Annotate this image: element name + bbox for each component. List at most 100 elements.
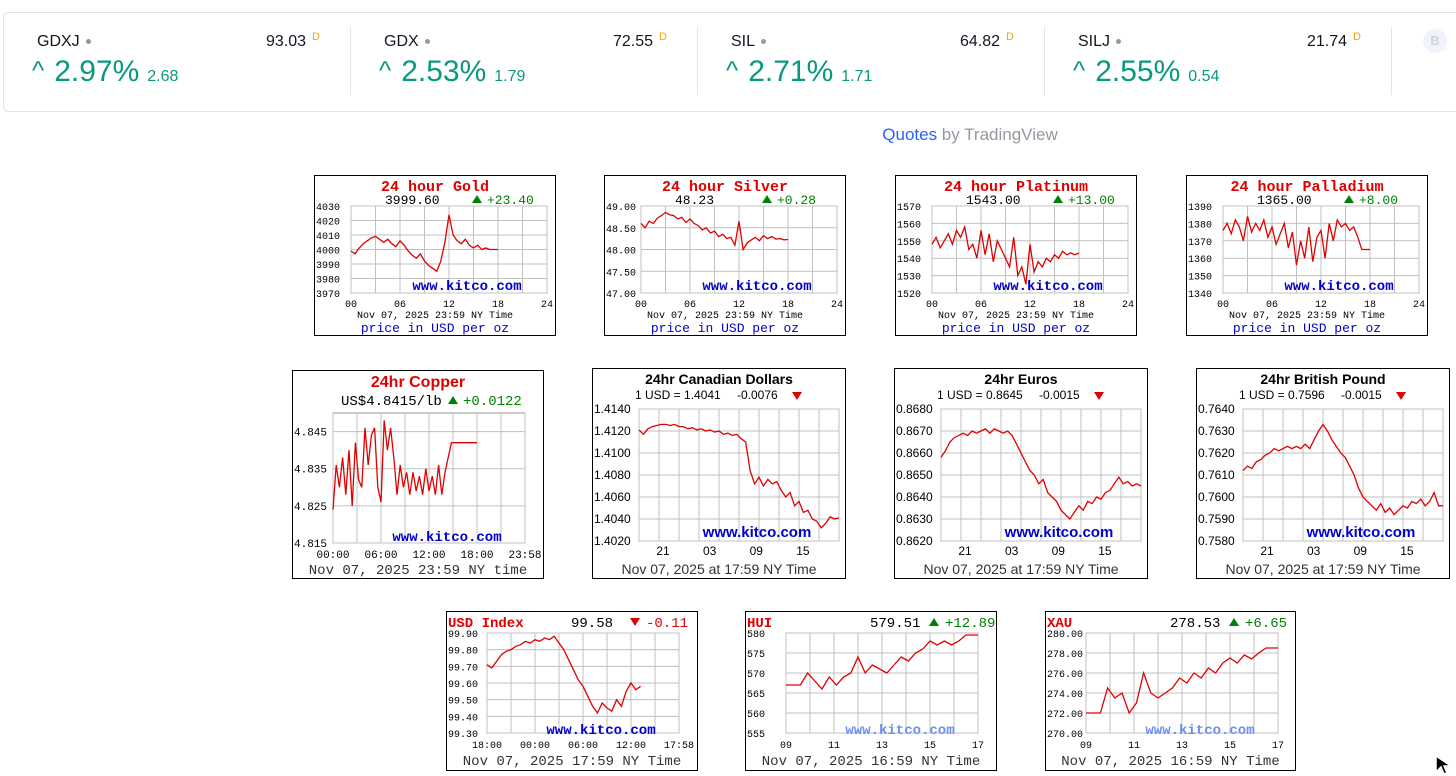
x-tick-label: 00 bbox=[926, 300, 938, 311]
tradingview-avatar-icon[interactable]: B bbox=[1423, 29, 1447, 53]
platinum-chart[interactable]: 24 hour Platinum 1543.00 +13.00 1570 1560 155… bbox=[895, 175, 1137, 336]
y-tick-label: 99.90 bbox=[448, 630, 478, 641]
ticker-sil[interactable]: SIL 64.82 D ^ 2.71% 1.71 bbox=[698, 13, 1045, 111]
copper-chart[interactable]: 24hr Copper US$4.8415/lb +0.0122 4.845 4.835… bbox=[292, 370, 544, 579]
kitco-watermark: www.kitco.com bbox=[1284, 279, 1393, 295]
y-tick-label: 47.50 bbox=[606, 268, 636, 279]
y-tick-label: 565 bbox=[747, 690, 765, 701]
eur-chart[interactable]: 24hr Euros 1 USD = 0.8645 -0.0015 0.8680 0.8… bbox=[894, 368, 1148, 579]
ticker-price: 93.03 bbox=[265, 33, 306, 50]
chart-timestamp: Nov 07, 2025 23:59 NY Time bbox=[938, 310, 1094, 322]
status-dot-icon bbox=[85, 39, 91, 45]
chart-price: 1 USD = 0.8645 bbox=[937, 388, 1023, 402]
series-line bbox=[640, 211, 789, 252]
palladium-chart[interactable]: 24 hour Palladium 1365.00 +8.00 1390 1380 137… bbox=[1186, 175, 1428, 336]
chart-title: 24 hour Palladium bbox=[1230, 179, 1383, 196]
y-tick-label: 1380 bbox=[1188, 220, 1212, 231]
x-tick-label: 18:00 bbox=[472, 741, 502, 752]
x-tick-label: 13 bbox=[876, 741, 888, 752]
ticker-gdxj[interactable]: GDXJ 93.03 D ^ 2.97% 2.68 bbox=[4, 13, 351, 111]
divider bbox=[1044, 27, 1045, 95]
triangle-up-icon bbox=[929, 618, 939, 626]
y-tick-label: 274.00 bbox=[1047, 690, 1083, 701]
chart-title: 24hr Canadian Dollars bbox=[645, 371, 793, 387]
x-tick-label: 00 bbox=[635, 300, 647, 311]
y-tick-label: 99.70 bbox=[448, 663, 478, 674]
chart-svg: USD Index 99.58 -0.11 99.90 99.80 99.70 99.60 9… bbox=[448, 616, 694, 770]
ticker-silj[interactable]: SILJ 21.74 D ^ 2.55% 0.54 bbox=[1045, 13, 1392, 111]
chart-timestamp: Nov 07, 2025 16:59 NY Time bbox=[1061, 754, 1279, 770]
ticker-symbol: SILJ bbox=[1078, 33, 1122, 51]
triangle-up-icon bbox=[1344, 195, 1354, 203]
usd-index-chart[interactable]: USD Index 99.58 -0.11 99.90 99.80 99.70 99.60 9… bbox=[446, 611, 698, 771]
ticker-price: 21.74 bbox=[1306, 33, 1347, 50]
x-tick-label: 24 bbox=[1122, 300, 1134, 311]
x-tick-label: 03 bbox=[703, 544, 717, 558]
ticker-symbol: GDXJ bbox=[37, 33, 91, 51]
y-tick-label: 0.8630 bbox=[896, 512, 933, 526]
gbp-chart[interactable]: 24hr British Pound 1 USD = 0.7596 -0.0015 0… bbox=[1196, 368, 1450, 579]
chart-change: +8.00 bbox=[1359, 193, 1398, 208]
silver-chart[interactable]: 24 hour Silver 48.23 +0.28 49.00 48.50 48.00 4… bbox=[604, 175, 846, 336]
chart-title: USD Index bbox=[448, 616, 524, 632]
x-tick-label: 21 bbox=[958, 544, 972, 558]
y-tick-label: 1370 bbox=[1188, 238, 1212, 249]
kitco-watermark: www.kitco.com bbox=[993, 279, 1102, 295]
y-tick-label: 4.835 bbox=[294, 465, 327, 477]
x-tick-label: 17:58 bbox=[664, 741, 694, 752]
chart-change: +23.40 bbox=[487, 193, 534, 208]
x-tick-label: 12:00 bbox=[412, 550, 445, 562]
chart-price: 48.23 bbox=[675, 193, 714, 208]
x-tick-label: 09 bbox=[1080, 741, 1092, 752]
y-tick-label: 1530 bbox=[897, 273, 921, 284]
chart-title: 24hr Euros bbox=[984, 371, 1057, 387]
xau-chart[interactable]: XAU 278.53 +6.65 280.00 278.00 276.00 274.00 27… bbox=[1045, 611, 1296, 771]
y-tick-label: 99.50 bbox=[448, 697, 478, 708]
chart-title: HUI bbox=[747, 616, 772, 632]
y-tick-label: 276.00 bbox=[1047, 670, 1083, 681]
chart-timestamp: Nov 07, 2025 23:59 NY Time bbox=[357, 310, 513, 322]
x-tick-label: 15 bbox=[796, 544, 810, 558]
x-tick-label: 12 bbox=[733, 300, 745, 311]
chart-timestamp: Nov 07, 2025 23:59 NY Time bbox=[1229, 310, 1385, 322]
chart-price: 3999.60 bbox=[385, 193, 440, 208]
hui-chart[interactable]: HUI 579.51 +12.89 580 575 570 565 560 555 09 11 13 1… bbox=[745, 611, 997, 771]
ticker-change-abs: 2.68 bbox=[147, 68, 179, 85]
chart-change: -0.0076 bbox=[737, 388, 778, 402]
y-tick-label: 0.7610 bbox=[1198, 468, 1235, 482]
ticker-change: ^ 2.71% 1.71 bbox=[726, 55, 872, 89]
y-tick-label: 1390 bbox=[1188, 203, 1212, 214]
series-line bbox=[638, 423, 840, 529]
y-tick-label: 1550 bbox=[897, 238, 921, 249]
y-tick-label: 0.7620 bbox=[1198, 446, 1235, 460]
chart-footer: price in USD per oz bbox=[361, 321, 509, 335]
kitco-watermark: www.kitco.com bbox=[1145, 723, 1254, 739]
chart-title: 24 hour Gold bbox=[381, 179, 489, 196]
gold-chart[interactable]: 24 hour Gold 3999.60 +23.40 4030 4020 4010 400… bbox=[314, 175, 556, 336]
chart-price: 1 USD = 0.7596 bbox=[1239, 388, 1325, 402]
y-tick-label: 4.845 bbox=[294, 428, 327, 440]
x-tick-label: 09 bbox=[750, 544, 764, 558]
quotes-link[interactable]: Quotes bbox=[882, 125, 938, 144]
y-tick-label: 555 bbox=[747, 730, 765, 741]
y-tick-label: 0.7640 bbox=[1198, 402, 1235, 416]
x-tick-label: 18:00 bbox=[460, 550, 493, 562]
y-tick-label: 0.8660 bbox=[896, 446, 933, 460]
ticker-tape: GDXJ 93.03 D ^ 2.97% 2.68 GDX 72.55 D ^ 2.5… bbox=[3, 12, 1456, 112]
x-tick-label: 06 bbox=[394, 300, 406, 311]
x-tick-label: 06 bbox=[975, 300, 987, 311]
ticker-gdx[interactable]: GDX 72.55 D ^ 2.53% 1.79 bbox=[351, 13, 698, 111]
x-tick-label: 21 bbox=[656, 544, 670, 558]
chart-change: +6.65 bbox=[1245, 616, 1287, 632]
y-tick-label: 1.4060 bbox=[594, 490, 631, 504]
y-tick-label: 3990 bbox=[316, 261, 340, 272]
divider bbox=[1391, 27, 1392, 95]
chart-price: 278.53 bbox=[1170, 616, 1220, 632]
series-line bbox=[940, 428, 1142, 521]
chart-title: 24 hour Silver bbox=[662, 179, 788, 196]
cad-chart[interactable]: 24hr Canadian Dollars 1 USD = 1.4041 -0.00… bbox=[592, 368, 846, 579]
chart-timestamp: Nov 07, 2025 16:59 NY Time bbox=[762, 754, 980, 770]
y-tick-label: 0.8640 bbox=[896, 490, 933, 504]
